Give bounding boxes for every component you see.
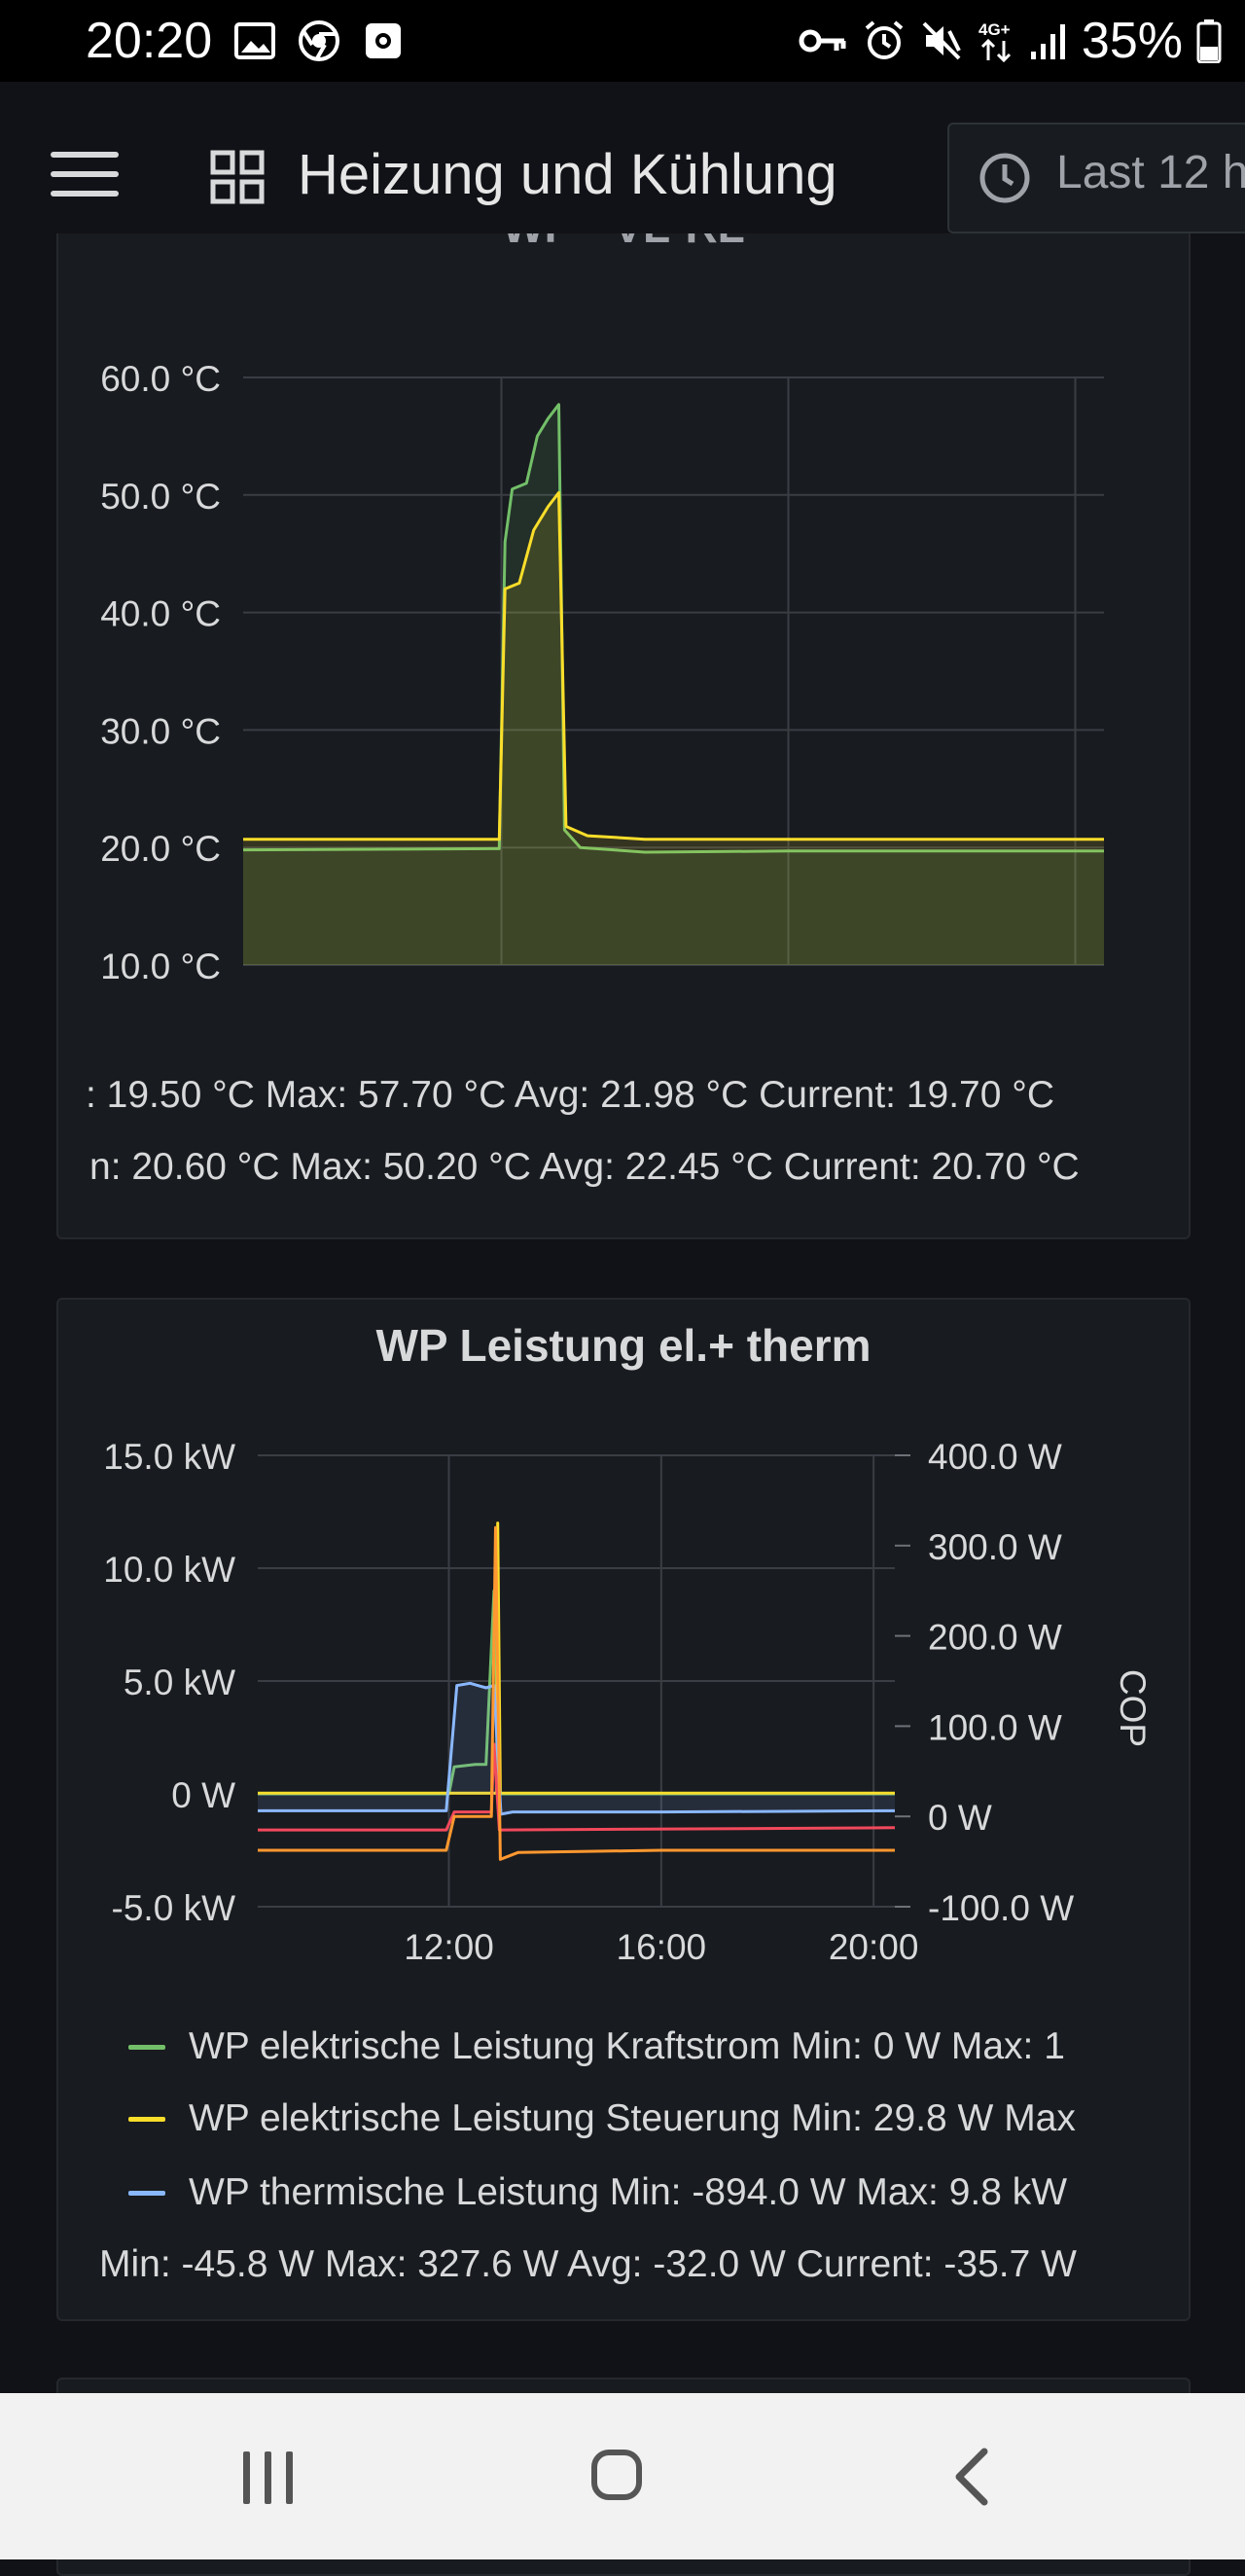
status-right-icons: 4G+ 35% (798, 12, 1222, 70)
time-range-picker[interactable]: Last 12 h (947, 123, 1245, 233)
x-tick-label: 12:00 (456, 987, 547, 992)
series-line (258, 1742, 896, 1832)
right-axis-label: COP (1113, 1669, 1153, 1747)
image-icon (234, 22, 275, 59)
x-tick-label: 16:00 (617, 1927, 707, 1967)
y-tick-label: 10.0 kW (103, 1550, 235, 1590)
series-line (243, 490, 1104, 841)
y-tick-label: 30.0 °C (100, 711, 221, 751)
back-icon[interactable] (943, 2446, 1002, 2508)
series-area (243, 492, 1104, 965)
y-tick-label: 50.0 °C (100, 477, 221, 517)
temperature-chart: 60.0 °C 50.0 °C 40.0 °C 30.0 °C 20.0 °C 10.0 … (100, 359, 1120, 992)
android-nav-bar (0, 2393, 1245, 2559)
recents-icon[interactable] (243, 2451, 298, 2504)
legend-label: WP elektrische Leistung Kraftstrom Min: … (189, 2025, 1065, 2067)
screen-recorder-icon (366, 23, 401, 58)
series-line (242, 403, 1104, 854)
series-area (258, 1683, 895, 1814)
dashboard-grid-icon[interactable] (210, 150, 265, 204)
panel-vl-rl: WP - VL-RL 60.0 °C 50.0 °C 40.0 °C 30.0 °C 2… (56, 233, 1191, 1239)
status-left-icons (233, 19, 405, 62)
legend-swatch (128, 2044, 165, 2050)
series-line (258, 1681, 896, 1816)
battery-icon (1196, 19, 1222, 63)
y2-tick-label: 0 W (928, 1798, 992, 1838)
home-icon[interactable] (591, 2450, 642, 2500)
signal-icon (1030, 24, 1065, 59)
status-time: 20:20 (86, 13, 213, 69)
legend-label: WP elektrische Leistung Steuerung Min: 2… (189, 2097, 1076, 2139)
series-stats-line: Min: -45.8 W Max: 327.6 W Avg: -32.0 W C… (99, 2243, 1077, 2285)
y-tick-label: 15.0 kW (103, 1437, 235, 1477)
y-tick-label: 10.0 °C (100, 947, 221, 986)
legend-swatch (128, 2116, 165, 2122)
y-tick-label: -5.0 kW (112, 1888, 236, 1928)
y2-tick-label: 100.0 W (928, 1707, 1062, 1747)
x-tick-label: 12:00 (404, 1927, 494, 1967)
y-tick-label: 60.0 °C (100, 359, 221, 399)
network-4g-icon: 4G+ (978, 20, 1011, 63)
legend-item[interactable]: WP thermische Leistung Min: -894.0 W Max… (128, 2171, 1067, 2214)
legend-item[interactable]: WP elektrische Leistung Kraftstrom Min: … (128, 2025, 1065, 2068)
series-line (258, 1589, 895, 1796)
chrome-icon (299, 20, 339, 61)
series-stats-line: n: 20.60 °C Max: 50.20 °C Avg: 22.45 °C … (89, 1146, 1080, 1188)
mute-icon (922, 21, 961, 60)
menu-icon[interactable] (51, 152, 119, 197)
y-tick-label: 5.0 kW (124, 1663, 235, 1702)
panel-title[interactable]: WP Leistung el.+ therm (375, 1320, 872, 1371)
legend-swatch (128, 2190, 165, 2196)
battery-percent: 35% (1081, 13, 1183, 69)
legend-item[interactable]: WP elektrische Leistung Steuerung Min: 2… (128, 2097, 1076, 2140)
time-range-label: Last 12 h (1056, 147, 1245, 198)
series-stats-line: : 19.50 °C Max: 57.70 °C Avg: 21.98 °C C… (86, 1074, 1055, 1116)
y-tick-label: 40.0 °C (100, 594, 221, 634)
y2-tick-label: 200.0 W (928, 1618, 1062, 1658)
vpn-key-icon (799, 29, 846, 53)
y2-tick-label: 400.0 W (928, 1437, 1062, 1477)
panel-wp-leistung: WP Leistung el.+ therm 15.0 kW 10.0 kW 5.0… (56, 1298, 1191, 2321)
dashboard-title[interactable]: Heizung und Kühlung (298, 143, 837, 206)
clock-icon (979, 153, 1030, 203)
y-tick-label: 20.0 °C (100, 829, 221, 869)
x-tick-label: 16:00 (743, 987, 834, 992)
power-chart: 15.0 kW 10.0 kW 5.0 kW 0 W -5.0 kW 400.0 W 300… (103, 1437, 1153, 1967)
panel-title[interactable]: WP - VL-RL (58, 233, 1189, 253)
series-line (258, 1525, 895, 1861)
legend-label: WP thermische Leistung Min: -894.0 W Max… (189, 2171, 1068, 2213)
y2-tick-label: -100.0 W (928, 1888, 1074, 1928)
status-bar: 20:20 4G+ 35% (0, 0, 1245, 82)
alarm-icon (865, 20, 904, 59)
x-tick-label: 20:00 (1030, 987, 1120, 992)
y-tick-label: 0 W (171, 1775, 235, 1815)
y2-tick-label: 300.0 W (928, 1527, 1062, 1567)
x-tick-label: 20:00 (829, 1927, 919, 1967)
series-line (258, 1521, 895, 1795)
svg-text:4G+: 4G+ (978, 20, 1011, 39)
